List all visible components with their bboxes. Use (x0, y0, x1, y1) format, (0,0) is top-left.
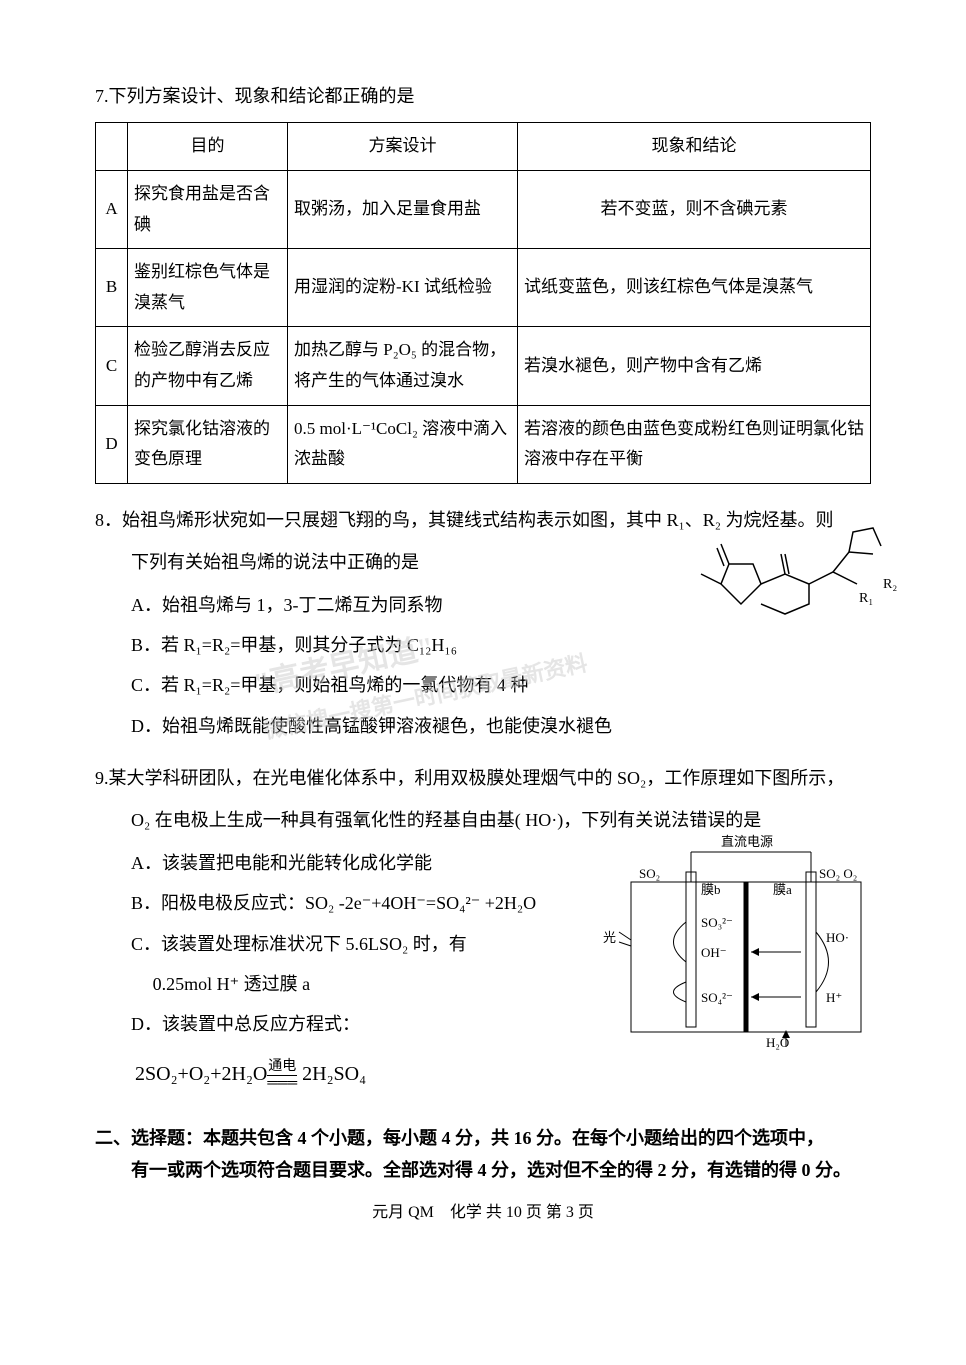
q7-table: 目的 方案设计 现象和结论 A 探究食用盐是否含碘 取粥汤，加入足量食用盐 若不… (95, 122, 871, 483)
q8-option-c: C．若 R₁=R₂=甲基，则始祖鸟烯的一氯代物有 4 种 (131, 669, 871, 701)
th-scheme: 方案设计 (288, 123, 518, 171)
row-label: B (96, 249, 128, 327)
svg-text:直流电源: 直流电源 (721, 834, 773, 849)
question-8: 8．始祖鸟烯形状宛如一只展翅飞翔的鸟，其键线式结构表示如图，其中 R₁、R₂ 为… (95, 504, 871, 742)
question-7: 7.下列方案设计、现象和结论都正确的是 目的 方案设计 现象和结论 A 探究食用… (95, 80, 871, 484)
svg-text:H⁺: H⁺ (826, 990, 842, 1005)
svg-text:膜a: 膜a (773, 882, 792, 897)
table-row: C 检验乙醇消去反应的产物中有乙烯 加热乙醇与 P₂O₅ 的混合物，将产生的气体… (96, 327, 871, 405)
row-label: D (96, 405, 128, 483)
th-conclusion: 现象和结论 (518, 123, 871, 171)
q7-stem: 7.下列方案设计、现象和结论都正确的是 (95, 80, 871, 112)
eq-left: 2SO₂+O₂+2H₂O (135, 1063, 267, 1085)
q9-equation: 2SO₂+O₂+2H₂O通电═══ 2H₂SO₄ (135, 1056, 565, 1092)
section2-l1: 二、选择题：本题共包含 4 个小题，每小题 4 分，共 16 分。在每个小题给出… (95, 1122, 871, 1154)
molecule-diagram: R₁ R₂ (681, 484, 901, 654)
q9-stem-line1: 9.某大学科研团队，在光电催化体系中，利用双极膜处理烟气中的 SO₂，工作原理如… (95, 762, 871, 794)
table-row: B 鉴别红棕色气体是溴蒸气 用湿润的淀粉-KI 试纸检验 试纸变蓝色，则该红棕色… (96, 249, 871, 327)
row-conclusion: 试纸变蓝色，则该红棕色气体是溴蒸气 (518, 249, 871, 327)
row-conclusion: 若不变蓝，则不含碘元素 (518, 170, 871, 248)
table-row: A 探究食用盐是否含碘 取粥汤，加入足量食用盐 若不变蓝，则不含碘元素 (96, 170, 871, 248)
th-purpose: 目的 (128, 123, 288, 171)
svg-text:SO₃²⁻: SO₃²⁻ (701, 915, 733, 930)
row-conclusion: 若溴水褪色，则产物中含有乙烯 (518, 327, 871, 405)
eq-top: 通电 (267, 1059, 297, 1075)
th-blank (96, 123, 128, 171)
q9-option-c-l1: C．该装置处理标准状况下 5.6LSO₂ 时，有 (131, 928, 565, 960)
row-purpose: 探究氯化钴溶液的变色原理 (128, 405, 288, 483)
page-footer: 元月 QM 化学 共 10 页 第 3 页 (95, 1199, 871, 1228)
row-scheme: 用湿润的淀粉-KI 试纸检验 (288, 249, 518, 327)
table-row: D 探究氯化钴溶液的变色原理 0.5 mol·L⁻¹CoCl₂ 溶液中滴入浓盐酸… (96, 405, 871, 483)
svg-text:OH⁻: OH⁻ (701, 945, 727, 960)
row-purpose: 鉴别红棕色气体是溴蒸气 (128, 249, 288, 327)
q9-option-b: B．阳极电极反应式：SO₂ -2e⁻+4OH⁻=SO₄²⁻ +2H₂O (131, 887, 565, 919)
row-label: A (96, 170, 128, 248)
svg-text:SO₄²⁻: SO₄²⁻ (701, 990, 733, 1005)
svg-text:SO₂: SO₂ (639, 866, 660, 881)
eq-right: 2H₂SO₄ (297, 1063, 366, 1085)
q9-option-d: D．该装置中总反应方程式： (131, 1008, 565, 1040)
svg-text:SO₂ O₂: SO₂ O₂ (819, 866, 857, 881)
row-scheme: 加热乙醇与 P₂O₅ 的混合物，将产生的气体通过溴水 (288, 327, 518, 405)
q9-option-c-l2: 0.25mol H⁺ 透过膜 a (153, 968, 565, 1000)
svg-text:光: 光 (603, 930, 616, 945)
r2-label: R₂ (883, 577, 897, 592)
svg-text:膜b: 膜b (701, 882, 721, 897)
electrolysis-diagram: 直流电源 SO₂ 膜b 膜a SO₂ O₂ 光 SO₃²⁻ OH⁻ SO₄²⁻ … (601, 832, 891, 1052)
table-header-row: 目的 方案设计 现象和结论 (96, 123, 871, 171)
row-purpose: 探究食用盐是否含碘 (128, 170, 288, 248)
svg-text:HO·: HO· (826, 930, 849, 945)
r1-label: R₁ (859, 591, 873, 606)
q9-options: A．该装置把电能和光能转化成化学能 B．阳极电极反应式：SO₂ -2e⁻+4OH… (95, 847, 565, 1092)
section-2-heading: 二、选择题：本题共包含 4 个小题，每小题 4 分，共 16 分。在每个小题给出… (95, 1122, 871, 1187)
row-conclusion: 若溶液的颜色由蓝色变成粉红色则证明氯化钴溶液中存在平衡 (518, 405, 871, 483)
row-purpose: 检验乙醇消去反应的产物中有乙烯 (128, 327, 288, 405)
row-label: C (96, 327, 128, 405)
question-9: 9.某大学科研团队，在光电催化体系中，利用双极膜处理烟气中的 SO₂，工作原理如… (95, 762, 871, 1092)
q9-option-a: A．该装置把电能和光能转化成化学能 (131, 847, 565, 879)
section2-l2: 有一或两个选项符合题目要求。全部选对得 4 分，选对但不全的得 2 分，有选错的… (131, 1154, 871, 1186)
row-scheme: 取粥汤，加入足量食用盐 (288, 170, 518, 248)
row-scheme: 0.5 mol·L⁻¹CoCl₂ 溶液中滴入浓盐酸 (288, 405, 518, 483)
q8-option-d: D．始祖鸟烯既能使酸性高锰酸钾溶液褪色，也能使溴水褪色 (131, 710, 871, 742)
